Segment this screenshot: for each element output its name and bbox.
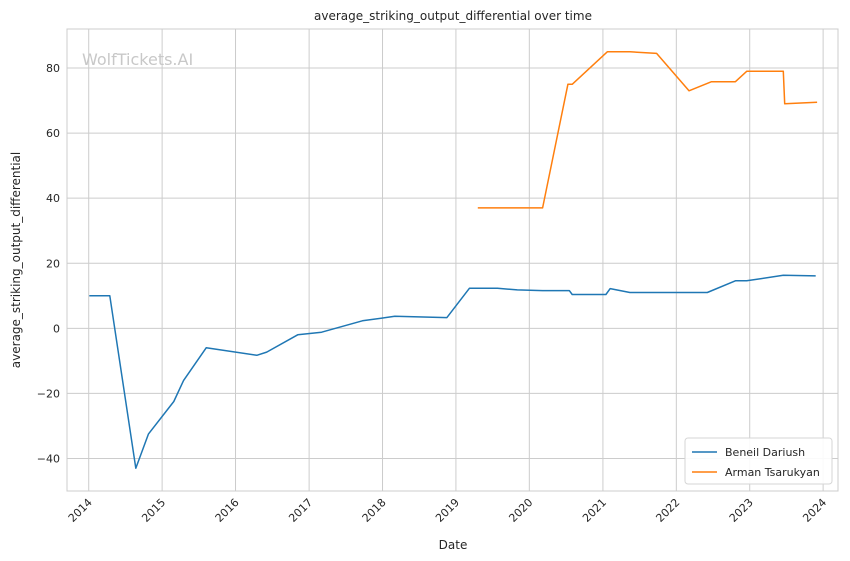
x-tick-label: 2022 [653,496,682,525]
x-tick-label: 2017 [286,496,315,525]
y-tick-label: 0 [53,322,60,335]
y-tick-label: 40 [46,192,60,205]
series-line-beneil-dariush [89,274,816,469]
plot-border [66,28,839,492]
legend: Beneil Dariush Arman Tsarukyan [684,437,833,485]
plot-area [67,29,838,491]
grid [67,29,838,491]
legend-label-beneil-dariush: Beneil Dariush [725,446,805,459]
x-tick-label: 2016 [213,496,242,525]
y-tick-label: 80 [46,62,60,75]
x-tick-label: 2014 [66,496,95,525]
x-axis-ticks: 2014 2015 2016 2017 2018 2019 2020 2021 2022 2023… [66,496,829,525]
legend-label-arman-tsarukyan: Arman Tsarukyan [725,466,820,479]
x-tick-label: 2015 [139,496,168,525]
x-tick-label: 2019 [433,496,462,525]
watermark-text: WolfTickets.AI [82,50,193,69]
series-line-arman-tsarukyan [477,51,818,209]
y-axis-ticks: −40 −20 0 20 40 60 80 [37,62,60,465]
x-tick-label: 2023 [727,496,756,525]
y-tick-label: −40 [37,452,60,465]
series-layer [89,51,818,469]
legend-box [684,437,833,485]
x-tick-label: 2020 [506,496,535,525]
x-tick-label: 2024 [800,496,829,525]
y-tick-label: 20 [46,257,60,270]
y-tick-label: −20 [37,387,60,400]
y-tick-label: 60 [46,127,60,140]
chart-title: average_striking_output_differential ove… [314,9,592,23]
x-tick-label: 2018 [360,496,389,525]
x-tick-label: 2021 [580,496,609,525]
x-axis-label: Date [439,538,468,552]
y-axis-label: average_striking_output_differential [9,152,23,368]
